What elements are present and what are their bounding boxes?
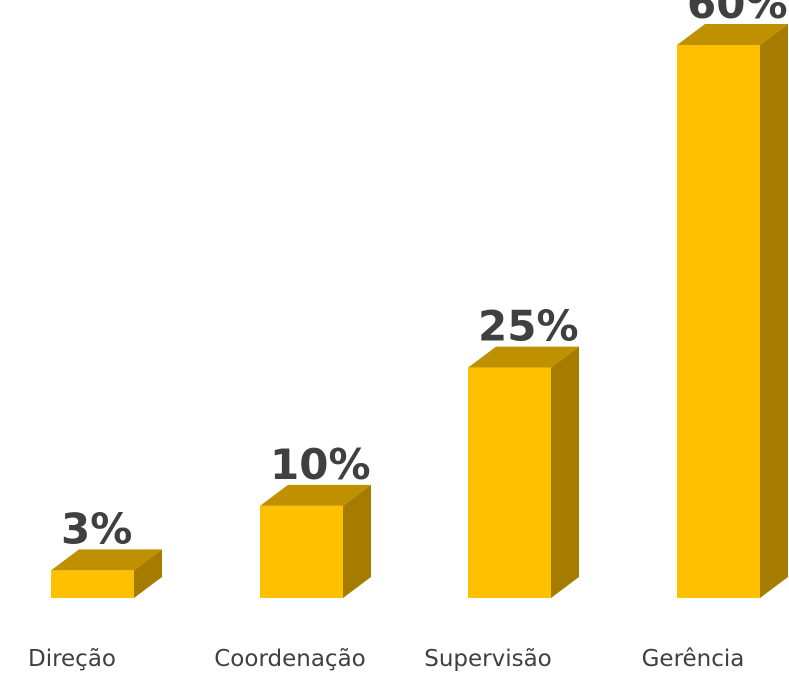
x-tick-label: Supervisão	[424, 646, 552, 672]
x-tick-label: Coordenação	[214, 646, 366, 672]
bar	[677, 24, 788, 598]
bar-front	[51, 570, 134, 598]
bar-front	[468, 367, 551, 598]
bar-side	[343, 484, 371, 598]
bar-side	[134, 549, 162, 598]
x-tick-label: Gerência	[642, 646, 745, 672]
bar	[468, 346, 579, 598]
bar-top	[260, 484, 371, 506]
value-label: 3%	[61, 504, 132, 553]
bar-side	[760, 24, 788, 598]
bar-front	[260, 505, 343, 598]
bar-front	[677, 45, 760, 598]
bar	[260, 484, 371, 598]
value-label: 10%	[270, 440, 371, 489]
bar-top	[51, 549, 162, 571]
bar	[51, 549, 162, 598]
bar-side	[551, 346, 579, 598]
bar-top	[677, 24, 788, 45]
value-label: 25%	[478, 302, 579, 351]
x-tick-label: Direção	[28, 646, 116, 672]
value-label: 60%	[687, 0, 788, 28]
bar-top	[468, 346, 579, 368]
